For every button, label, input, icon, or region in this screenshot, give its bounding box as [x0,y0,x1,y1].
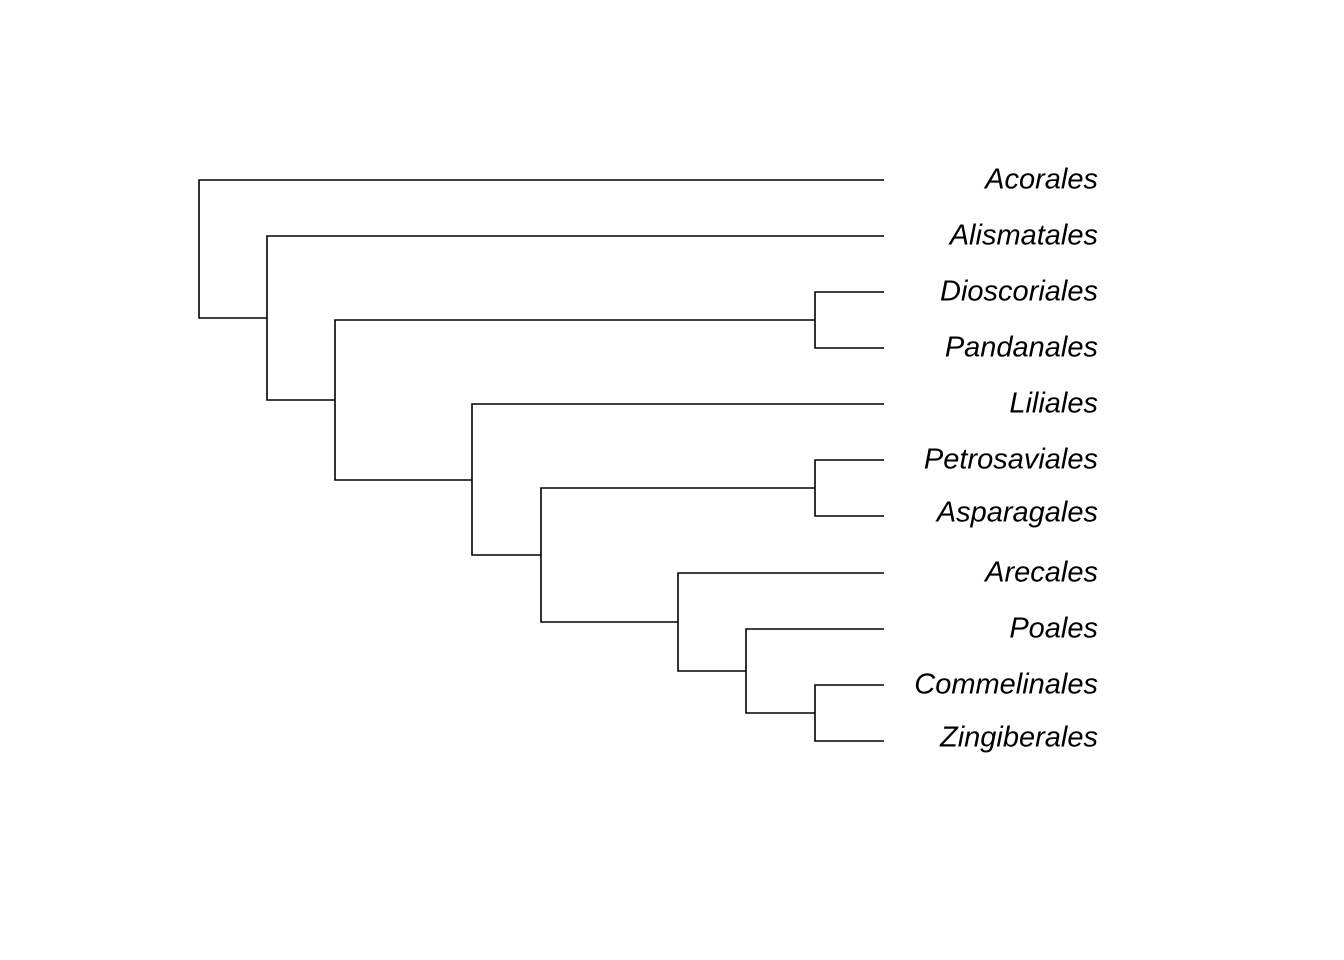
branches [198,179,884,742]
branch [814,684,884,742]
leaf-label: Pandanales [945,332,1098,364]
leaf-label: Liliales [1009,388,1098,420]
branch [334,319,815,481]
leaf-label: Zingiberales [939,722,1098,754]
leaf-label: Acorales [983,164,1098,196]
branch [198,179,884,319]
branch [814,291,884,349]
leaf-label: Alismatales [948,220,1098,252]
leaf-labels: Acorales Alismatales Dioscoriales Pandan… [914,164,1098,754]
branch [266,235,884,401]
branch [814,459,884,517]
branch [677,572,884,672]
leaf-label: Dioscoriales [940,276,1098,308]
leaf-label: Poales [1009,613,1098,645]
branch [745,628,884,714]
leaf-label: Arecales [983,557,1098,589]
branch [540,487,815,623]
leaf-label: Asparagales [935,497,1098,529]
branch [471,403,884,556]
leaf-label: Commelinales [914,669,1098,701]
leaf-label: Petrosaviales [924,444,1098,476]
